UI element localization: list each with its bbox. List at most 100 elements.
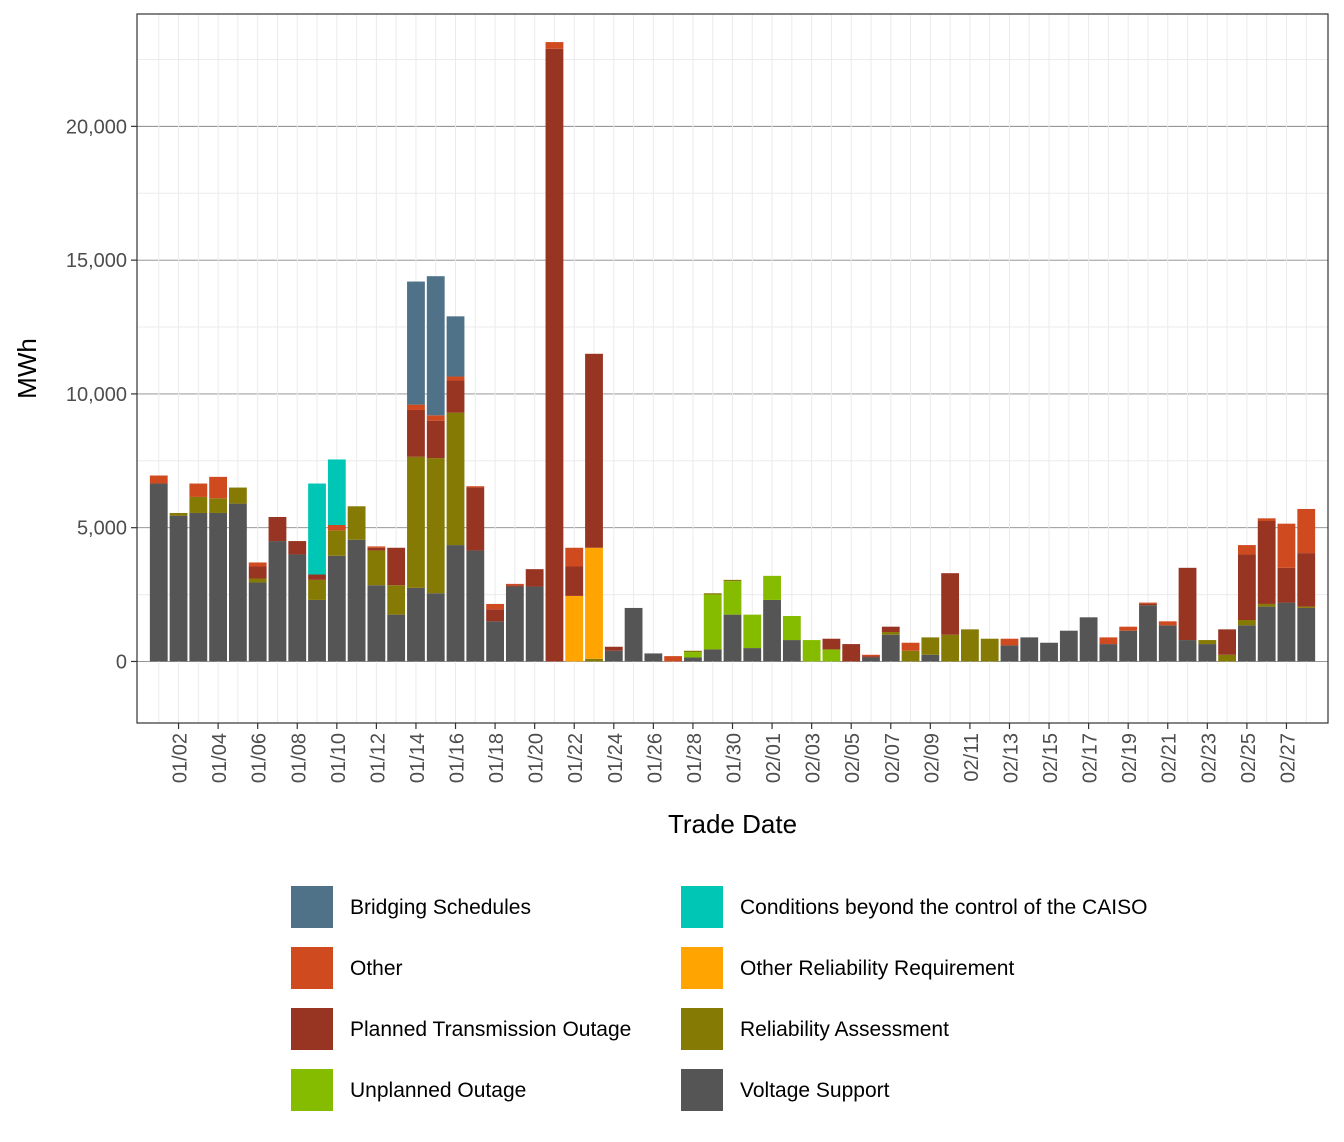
legend-label: Unplanned Outage bbox=[350, 1079, 526, 1102]
bar-segment bbox=[407, 409, 425, 457]
x-tick-label: 02/07 bbox=[882, 733, 904, 783]
legend-label: Voltage Support bbox=[740, 1079, 890, 1102]
bar-segment bbox=[446, 316, 465, 377]
bar-segment bbox=[327, 525, 346, 531]
bar-segment bbox=[308, 483, 326, 575]
legend-key bbox=[681, 1008, 723, 1050]
bar-segment bbox=[782, 640, 801, 662]
bar-segment bbox=[624, 607, 643, 662]
bar-segment bbox=[228, 487, 247, 504]
x-tick-label: 01/04 bbox=[209, 733, 231, 783]
x-tick-label: 02/25 bbox=[1238, 733, 1260, 783]
bar-segment bbox=[1237, 625, 1256, 662]
bar-segment bbox=[209, 498, 228, 513]
bar-segment bbox=[1158, 621, 1177, 626]
bar-segment bbox=[209, 476, 228, 499]
bar-segment bbox=[1119, 626, 1138, 631]
bar-segment bbox=[941, 634, 960, 662]
bar-segment bbox=[644, 653, 663, 662]
x-tick-label: 01/24 bbox=[605, 733, 627, 783]
bar-segment bbox=[763, 599, 781, 662]
x-axis-title: Trade Date bbox=[668, 809, 797, 839]
bar-segment bbox=[1277, 523, 1296, 568]
bar-segment bbox=[407, 404, 425, 410]
bar-segment bbox=[446, 545, 465, 662]
bar-segment bbox=[703, 594, 722, 650]
x-tick-label: 01/18 bbox=[486, 733, 508, 783]
bar-segment bbox=[426, 415, 445, 421]
bar-segment bbox=[407, 587, 425, 662]
bar-segment bbox=[921, 637, 940, 655]
bar-segment bbox=[1257, 606, 1276, 662]
bar-segment bbox=[189, 512, 208, 662]
bar-segment bbox=[961, 629, 979, 662]
bar-segment bbox=[248, 562, 267, 567]
bar-segment bbox=[149, 483, 168, 662]
bar-segment bbox=[684, 652, 702, 658]
bar-segment bbox=[901, 642, 920, 651]
bar-segment bbox=[486, 609, 504, 622]
legend: Bridging Schedules Conditions beyond the … bbox=[291, 886, 1147, 1111]
x-tick-label: 02/13 bbox=[1000, 733, 1022, 783]
legend-key bbox=[681, 947, 723, 989]
x-tick-label: 01/02 bbox=[170, 733, 192, 783]
x-tick-label: 01/14 bbox=[407, 733, 429, 783]
bar-segment bbox=[1218, 654, 1237, 662]
bar-segment bbox=[1297, 606, 1316, 608]
y-axis-title: MWh bbox=[12, 338, 42, 399]
bar-segment bbox=[881, 626, 900, 633]
bar-segment bbox=[980, 638, 999, 662]
bar-segment bbox=[426, 276, 445, 416]
bar-segment bbox=[446, 376, 465, 381]
legend-key bbox=[291, 886, 333, 928]
bar-segment bbox=[387, 614, 406, 662]
bar-segment bbox=[407, 456, 425, 588]
bar-segment bbox=[268, 541, 287, 662]
bar-segment bbox=[505, 583, 524, 586]
bar-segment bbox=[1079, 617, 1098, 662]
bar-segment bbox=[327, 555, 346, 662]
x-tick-label: 02/15 bbox=[1040, 733, 1062, 783]
bar-segment bbox=[268, 516, 287, 542]
x-tick-label: 01/08 bbox=[288, 733, 310, 783]
bar-segment bbox=[585, 547, 603, 659]
bars bbox=[149, 42, 1316, 662]
bar-segment bbox=[822, 638, 841, 650]
bar-segment bbox=[1099, 644, 1118, 662]
x-axis-ticks: 01/02 01/04 01/06 01/08 01/10 01/12 01/14 01/16… bbox=[170, 723, 1299, 783]
x-tick-label: 02/01 bbox=[763, 733, 785, 783]
bar-segment bbox=[1237, 545, 1256, 555]
bar-segment bbox=[1178, 640, 1197, 662]
x-tick-label: 02/21 bbox=[1159, 733, 1181, 783]
legend-label: Planned Transmission Outage bbox=[350, 1018, 631, 1041]
bar-segment bbox=[347, 506, 366, 540]
bar-segment bbox=[367, 547, 386, 551]
x-tick-label: 02/11 bbox=[961, 733, 983, 782]
legend-key bbox=[291, 1008, 333, 1050]
bar-segment bbox=[1237, 554, 1256, 620]
bar-segment bbox=[545, 42, 564, 49]
bar-segment bbox=[585, 353, 603, 548]
y-axis-ticks: 0 5,000 10,000 15,000 20,000 bbox=[66, 116, 137, 673]
bar-segment bbox=[367, 550, 386, 586]
bar-segment bbox=[387, 585, 406, 615]
x-tick-label: 02/05 bbox=[842, 733, 864, 783]
bar-segment bbox=[723, 614, 742, 662]
bar-segment bbox=[901, 650, 920, 662]
legend-label: Other Reliability Requirement bbox=[740, 957, 1014, 980]
bar-segment bbox=[169, 515, 188, 662]
legend-key bbox=[681, 1069, 723, 1111]
x-tick-label: 02/03 bbox=[803, 733, 825, 783]
bar-segment bbox=[1277, 567, 1296, 603]
bar-segment bbox=[1119, 630, 1138, 662]
bar-segment bbox=[525, 586, 544, 662]
x-tick-label: 02/09 bbox=[921, 733, 943, 783]
bar-segment bbox=[1257, 521, 1276, 604]
bar-segment bbox=[248, 566, 267, 579]
bar-segment bbox=[486, 603, 504, 610]
bar-segment bbox=[505, 585, 524, 587]
x-tick-label: 01/28 bbox=[684, 733, 706, 783]
y-tick-label: 0 bbox=[116, 651, 127, 673]
x-tick-label: 02/23 bbox=[1198, 733, 1220, 783]
legend-label: Conditions beyond the control of the CAI… bbox=[740, 896, 1147, 919]
